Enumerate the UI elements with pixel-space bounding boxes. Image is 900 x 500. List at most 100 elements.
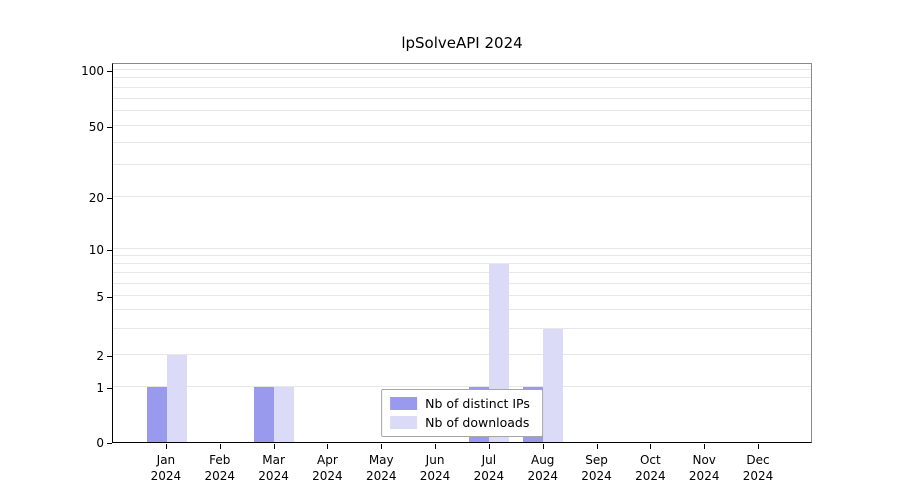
x-tick-label-jan: Jan 2024 (139, 452, 193, 484)
month-slot-aug (516, 64, 570, 442)
chart-title: lpSolveAPI 2024 (401, 34, 523, 52)
gridline (113, 195, 811, 197)
gridline (113, 295, 811, 297)
y-tick-label-100: 100 (81, 63, 104, 78)
month-slot-nov (677, 64, 731, 442)
y-tick-mark (107, 297, 112, 299)
gridline (113, 110, 811, 112)
gridline (113, 164, 811, 166)
month-label: May (368, 453, 394, 467)
y-tick-mark (107, 387, 112, 389)
gridline (113, 68, 811, 70)
legend-swatch-downloads (390, 416, 418, 429)
x-tick-mark (273, 444, 275, 449)
x-tick-mark (488, 444, 490, 449)
x-tick-mark (219, 444, 221, 449)
gridline (113, 142, 811, 144)
year-label: 2024 (204, 469, 236, 483)
y-tick-mark (107, 355, 112, 357)
bar-pair (146, 354, 187, 442)
month-label: Dec (746, 453, 770, 467)
bar-downloads-jan (166, 354, 187, 442)
month-label: Mar (262, 453, 285, 467)
year-label: 2024 (742, 469, 774, 483)
legend: Nb of distinct IPs Nb of downloads (381, 389, 543, 437)
gridline (113, 97, 811, 99)
y-tick-label-0: 0 (96, 436, 104, 450)
year-label: 2024 (312, 469, 343, 483)
month-slot-sep (569, 64, 623, 442)
y-tick-mark (107, 197, 112, 199)
month-label: Aug (530, 453, 555, 467)
gridline (113, 86, 811, 88)
x-tick-label-aug: Aug 2024 (516, 452, 570, 484)
x-tick-label-mar: Mar 2024 (247, 452, 301, 484)
bar-distinct-ips-jan (146, 386, 167, 442)
month-label: Nov (692, 453, 716, 467)
x-tick-mark (758, 444, 760, 449)
month-slot-may (355, 64, 409, 442)
x-tick-label-jul: Jul 2024 (462, 452, 516, 484)
gridline (113, 385, 811, 387)
x-tick-label-apr: Apr 2024 (300, 452, 354, 484)
year-label: 2024 (635, 469, 666, 483)
x-tick-mark (704, 444, 706, 449)
x-tick-label-may: May 2024 (354, 452, 408, 484)
month-label: Oct (639, 453, 661, 467)
gridline (113, 247, 811, 249)
legend-item-downloads: Nb of downloads (390, 415, 530, 430)
y-tick-label-5: 5 (96, 290, 104, 305)
y-tick-label-50: 50 (88, 119, 104, 134)
legend-label-downloads: Nb of downloads (425, 415, 530, 430)
gridline (113, 255, 811, 257)
year-label: 2024 (527, 469, 558, 483)
bar-downloads-aug (542, 328, 563, 442)
bar-distinct-ips-mar (254, 386, 275, 442)
gridline (113, 309, 811, 311)
y-tick-mark (107, 249, 112, 251)
x-tick-mark (596, 444, 598, 449)
month-slot-apr (301, 64, 355, 442)
x-tick-label-dec: Dec 2024 (731, 452, 785, 484)
year-label: 2024 (581, 469, 612, 483)
gridline (113, 77, 811, 79)
x-tick-label-feb: Feb 2024 (193, 452, 247, 484)
legend-label-distinct-ips: Nb of distinct IPs (425, 396, 530, 411)
month-slot-dec (730, 64, 784, 442)
month-label: Jan (156, 453, 176, 467)
year-label: 2024 (365, 469, 397, 483)
bars-container (140, 64, 784, 442)
year-label: 2024 (419, 469, 451, 483)
month-slot-mar (247, 64, 301, 442)
month-slot-oct (623, 64, 677, 442)
x-tick-label-sep: Sep 2024 (570, 452, 624, 484)
year-label: 2024 (688, 469, 720, 483)
x-axis-labels: Jan 2024 Feb 2024 Mar 2024 Apr 2024 May 2024 Jun 20… (112, 452, 812, 484)
x-tick-mark (542, 444, 544, 449)
x-tick-label-jun: Jun 2024 (408, 452, 462, 484)
x-tick-mark (165, 444, 167, 449)
y-tick-mark (107, 443, 112, 444)
year-label: 2024 (258, 469, 289, 483)
month-label: Sep (585, 453, 608, 467)
month-label: Apr (317, 453, 338, 467)
year-label: 2024 (473, 469, 505, 483)
x-tick-mark (381, 444, 383, 449)
y-tick-label-20: 20 (88, 190, 104, 205)
month-label: Jun (425, 453, 445, 467)
x-tick-mark (650, 444, 652, 449)
y-tick-label-10: 10 (88, 242, 104, 257)
gridline (113, 327, 811, 329)
month-slot-jul (462, 64, 516, 442)
month-slot-jan (140, 64, 194, 442)
year-label: 2024 (150, 469, 182, 483)
x-tick-mark (327, 444, 329, 449)
gridline (113, 282, 811, 284)
plot-area: Nb of distinct IPs Nb of downloads (112, 63, 812, 443)
bar-downloads-mar (274, 386, 295, 442)
y-tick-label-2: 2 (96, 348, 104, 363)
month-label: Feb (209, 453, 231, 467)
bar-pair (254, 386, 295, 442)
x-tick-label-nov: Nov 2024 (677, 452, 731, 484)
